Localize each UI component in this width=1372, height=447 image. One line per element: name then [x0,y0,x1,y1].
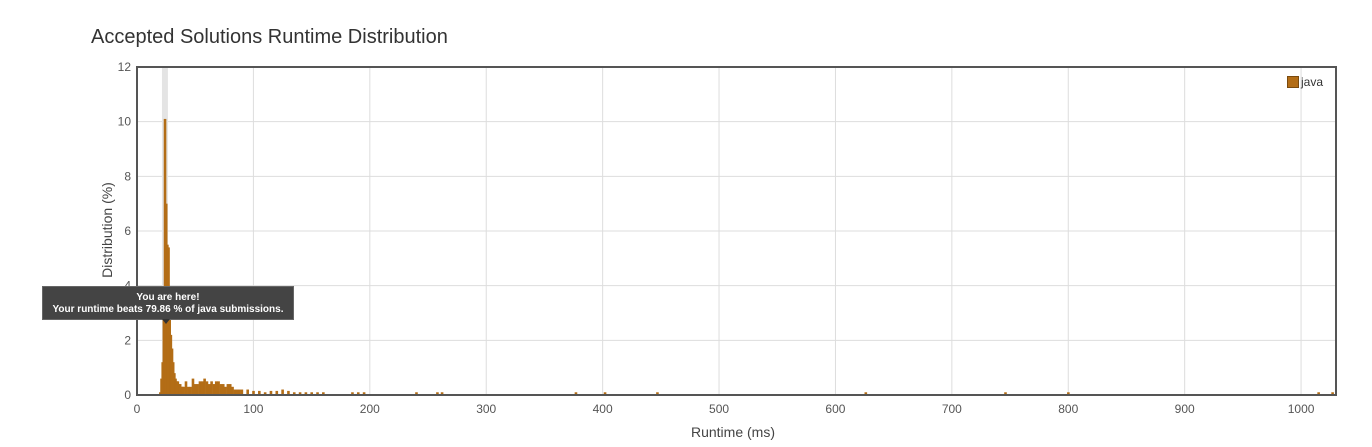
x-tick-label: 600 [825,402,845,416]
tooltip-line-2: Your runtime beats 79.86 % of java submi… [52,304,284,315]
histogram-bar[interactable] [214,381,218,395]
histogram-bar[interactable] [1004,392,1007,395]
histogram-bar[interactable] [656,392,659,395]
x-tick-label: 200 [360,402,380,416]
histogram-bar[interactable] [200,381,204,395]
histogram-bar[interactable] [1331,392,1334,395]
histogram-bar[interactable] [226,384,230,395]
histogram-bar[interactable] [184,381,188,395]
histogram-bar[interactable] [235,389,239,395]
histogram-bar[interactable] [356,392,360,395]
x-tick-label: 0 [134,402,141,416]
x-tick-label: 700 [942,402,962,416]
histogram-bar[interactable] [238,389,241,395]
histogram-bar[interactable] [258,390,261,395]
y-axis-label: Distribution (%) [99,182,115,278]
histogram-bar[interactable] [191,378,195,395]
histogram-bar[interactable] [231,386,234,395]
histogram-bar[interactable] [298,392,302,395]
histogram-bar[interactable] [196,384,199,395]
histogram-bar[interactable] [198,381,202,395]
histogram-bar[interactable] [210,381,213,395]
histogram-bar[interactable] [1317,392,1320,395]
histogram-bar[interactable] [182,386,185,395]
y-tick-label: 8 [124,169,131,183]
x-axis-ticks: 0 100 200 300 400 500 600 700 800 900 1000 [134,402,1315,416]
histogram-bar[interactable] [310,392,314,395]
histogram-bar[interactable] [269,390,273,395]
histogram-bar[interactable] [304,392,308,395]
y-tick-label: 6 [124,224,131,238]
x-tick-label: 800 [1058,402,1078,416]
histogram-bar[interactable] [207,384,211,395]
chart-title: Accepted Solutions Runtime Distribution [91,26,448,48]
histogram-bar[interactable] [228,384,232,395]
histogram-bar[interactable] [415,392,418,395]
histogram-bar[interactable] [440,392,444,395]
y-tick-label: 4 [124,279,131,293]
histogram-bar[interactable] [212,384,216,395]
histogram-bar[interactable] [603,392,607,395]
y-tick-label: 10 [118,115,132,129]
histogram-bar[interactable] [219,384,223,395]
tooltip-pointer [162,319,170,324]
histogram-bar[interactable] [322,392,325,395]
histogram-bar[interactable] [436,392,439,395]
histogram-bar[interactable] [224,386,227,395]
histogram-bar[interactable] [217,381,220,395]
x-tick-label: 500 [709,402,729,416]
x-tick-label: 300 [476,402,496,416]
plot-border [136,66,1337,396]
histogram-bar[interactable] [275,390,279,395]
y-tick-label: 12 [118,60,132,74]
histogram-bar[interactable] [362,392,366,395]
y-axis-ticks: 0 2 4 6 8 10 12 [118,60,132,402]
histogram-bar[interactable] [292,392,296,395]
histogram-bar[interactable] [194,384,197,395]
histogram-bar[interactable] [205,381,209,395]
histogram-bar[interactable] [281,389,284,395]
histogram-bar[interactable] [233,389,237,395]
histogram-bar[interactable] [1067,392,1070,395]
x-tick-label: 1000 [1288,402,1315,416]
x-tick-label: 400 [593,402,613,416]
x-axis-label: Runtime (ms) [691,424,775,440]
runtime-tooltip: You are here! Your runtime beats 79.86 %… [42,286,294,320]
histogram-bar[interactable] [287,390,290,395]
bars-group [159,118,1334,395]
histogram-bar[interactable] [240,389,244,395]
y-tick-label: 2 [124,333,131,347]
histogram-bar[interactable] [574,392,578,395]
x-tick-label: 900 [1175,402,1195,416]
tooltip-line-1: You are here! [136,292,200,303]
histogram-bar[interactable] [316,392,319,395]
histogram-bar[interactable] [246,389,249,395]
histogram-bar[interactable] [203,378,206,395]
histogram-bar[interactable] [252,390,255,395]
grid-lines [136,66,1336,396]
y-tick-label: 0 [124,388,131,402]
legend-label-java: java [1301,75,1324,89]
histogram-bar[interactable] [187,386,190,395]
histogram-bar[interactable] [351,392,354,395]
histogram-bar[interactable] [864,392,868,395]
legend-swatch-java [1287,76,1299,88]
x-tick-label: 100 [243,402,263,416]
histogram-bar[interactable] [189,386,192,395]
histogram-bar[interactable] [263,392,267,395]
legend[interactable]: java [1287,75,1323,89]
histogram-bar[interactable] [221,384,225,395]
